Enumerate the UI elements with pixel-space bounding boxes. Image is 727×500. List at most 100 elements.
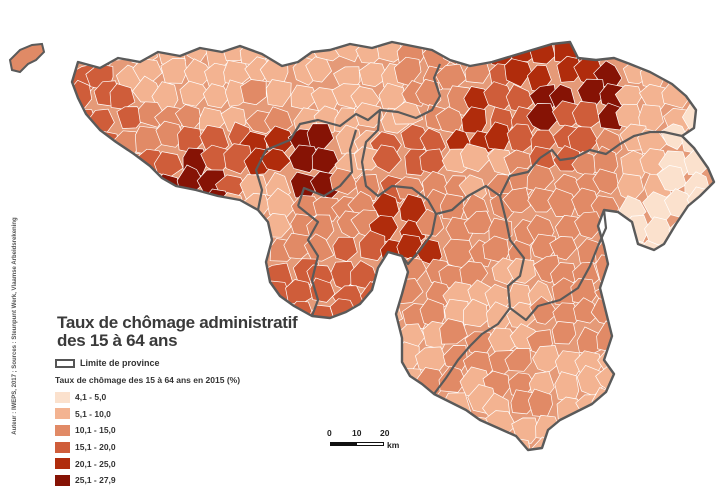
province-line-2 [296,129,358,207]
commune-area [72,187,73,218]
commune-area [91,171,123,200]
province-line-1 [254,63,442,211]
commune-area [618,42,646,46]
commune-area [621,42,651,65]
commune-area [72,149,100,177]
commune-area [114,241,143,267]
commune-area [160,213,190,243]
commune-area [43,80,70,107]
commune-area [90,150,121,179]
commune-area [303,233,335,262]
commune-area [243,15,267,39]
title-line-2: des 15 à 64 ans [57,331,178,350]
scale-tick-20: 20 [380,428,390,438]
commune-area [502,187,531,213]
commune-area [264,432,291,450]
scale-tick-10: 10 [352,428,362,438]
commune-area [45,59,70,83]
enclave-comines [8,42,46,74]
commune-area [153,274,185,303]
commune-area [72,42,77,68]
commune-area [667,231,697,258]
commune-area [204,256,233,285]
commune-area [173,196,205,224]
commune-area [305,56,333,83]
commune-area [202,83,231,109]
commune-area [686,364,714,394]
commune-area [265,79,292,108]
commune-area [664,411,691,437]
commune-area [287,349,317,379]
commune-area [683,278,710,307]
commune-area [686,209,713,238]
commune-area [336,42,365,46]
commune-area [576,411,606,438]
commune-area [642,387,669,414]
commune-area [511,42,541,46]
commune-area [403,394,429,421]
commune-area [444,42,477,49]
commune-area [197,284,228,311]
legend-label-5: 20,1 - 25,0 [75,458,116,469]
commune-area [677,42,706,43]
commune-area [660,365,688,392]
commune-area [108,219,138,247]
commune-area [312,388,339,418]
province-line-3 [297,205,320,317]
commune-area [127,42,159,43]
commune-area [441,433,467,450]
scale-segment-1 [330,442,356,446]
commune-area [602,42,630,59]
commune-area [355,328,387,356]
commune-area [111,169,141,199]
commune-area [657,283,686,310]
commune-area [72,279,96,308]
commune-area [306,347,337,378]
commune-area [636,283,663,312]
province-line-5 [401,213,438,266]
commune-area [285,435,315,450]
commune-area [110,282,136,311]
commune-area [72,252,93,280]
commune-area [461,12,490,41]
commune-area [616,301,644,330]
commune-area [643,347,674,378]
map-title: Taux de chômage administratif des 15 à 6… [57,314,298,350]
commune-area [446,412,471,441]
commune-area [158,42,189,43]
commune-area [635,300,664,330]
commune-area [359,230,386,261]
legend-swatch-1 [55,391,70,403]
legend-label-1: 4,1 - 5,0 [75,392,107,402]
source-credit: Auteur : IWEPS, 2017 ; Sources : Steunpu… [12,217,18,435]
commune-area [677,326,709,356]
commune-area [95,279,120,311]
commune-area [269,372,297,401]
commune-area [131,169,158,198]
province-line-9 [596,209,608,247]
commune-area [247,347,278,378]
commune-area [130,275,158,305]
province-line-4 [360,109,541,216]
commune-area [177,216,207,245]
commune-area [439,193,465,221]
commune-area [93,259,123,284]
commune-area [283,407,313,436]
commune-area [240,414,267,443]
commune-area [94,242,121,267]
commune-area [658,342,686,370]
province-boundaries [254,63,683,395]
legend-province-row: Limite de province [55,358,240,368]
commune-area [373,42,404,46]
commune-area [527,187,558,213]
commune-area [635,253,666,282]
commune-area [336,344,364,373]
legend-label-4: 15,1 - 20,0 [75,442,116,453]
commune-area [511,417,540,444]
commune-area [291,392,318,419]
commune-area [47,258,72,283]
commune-area [334,368,362,393]
commune-area [657,42,685,45]
commune-area [243,433,273,450]
